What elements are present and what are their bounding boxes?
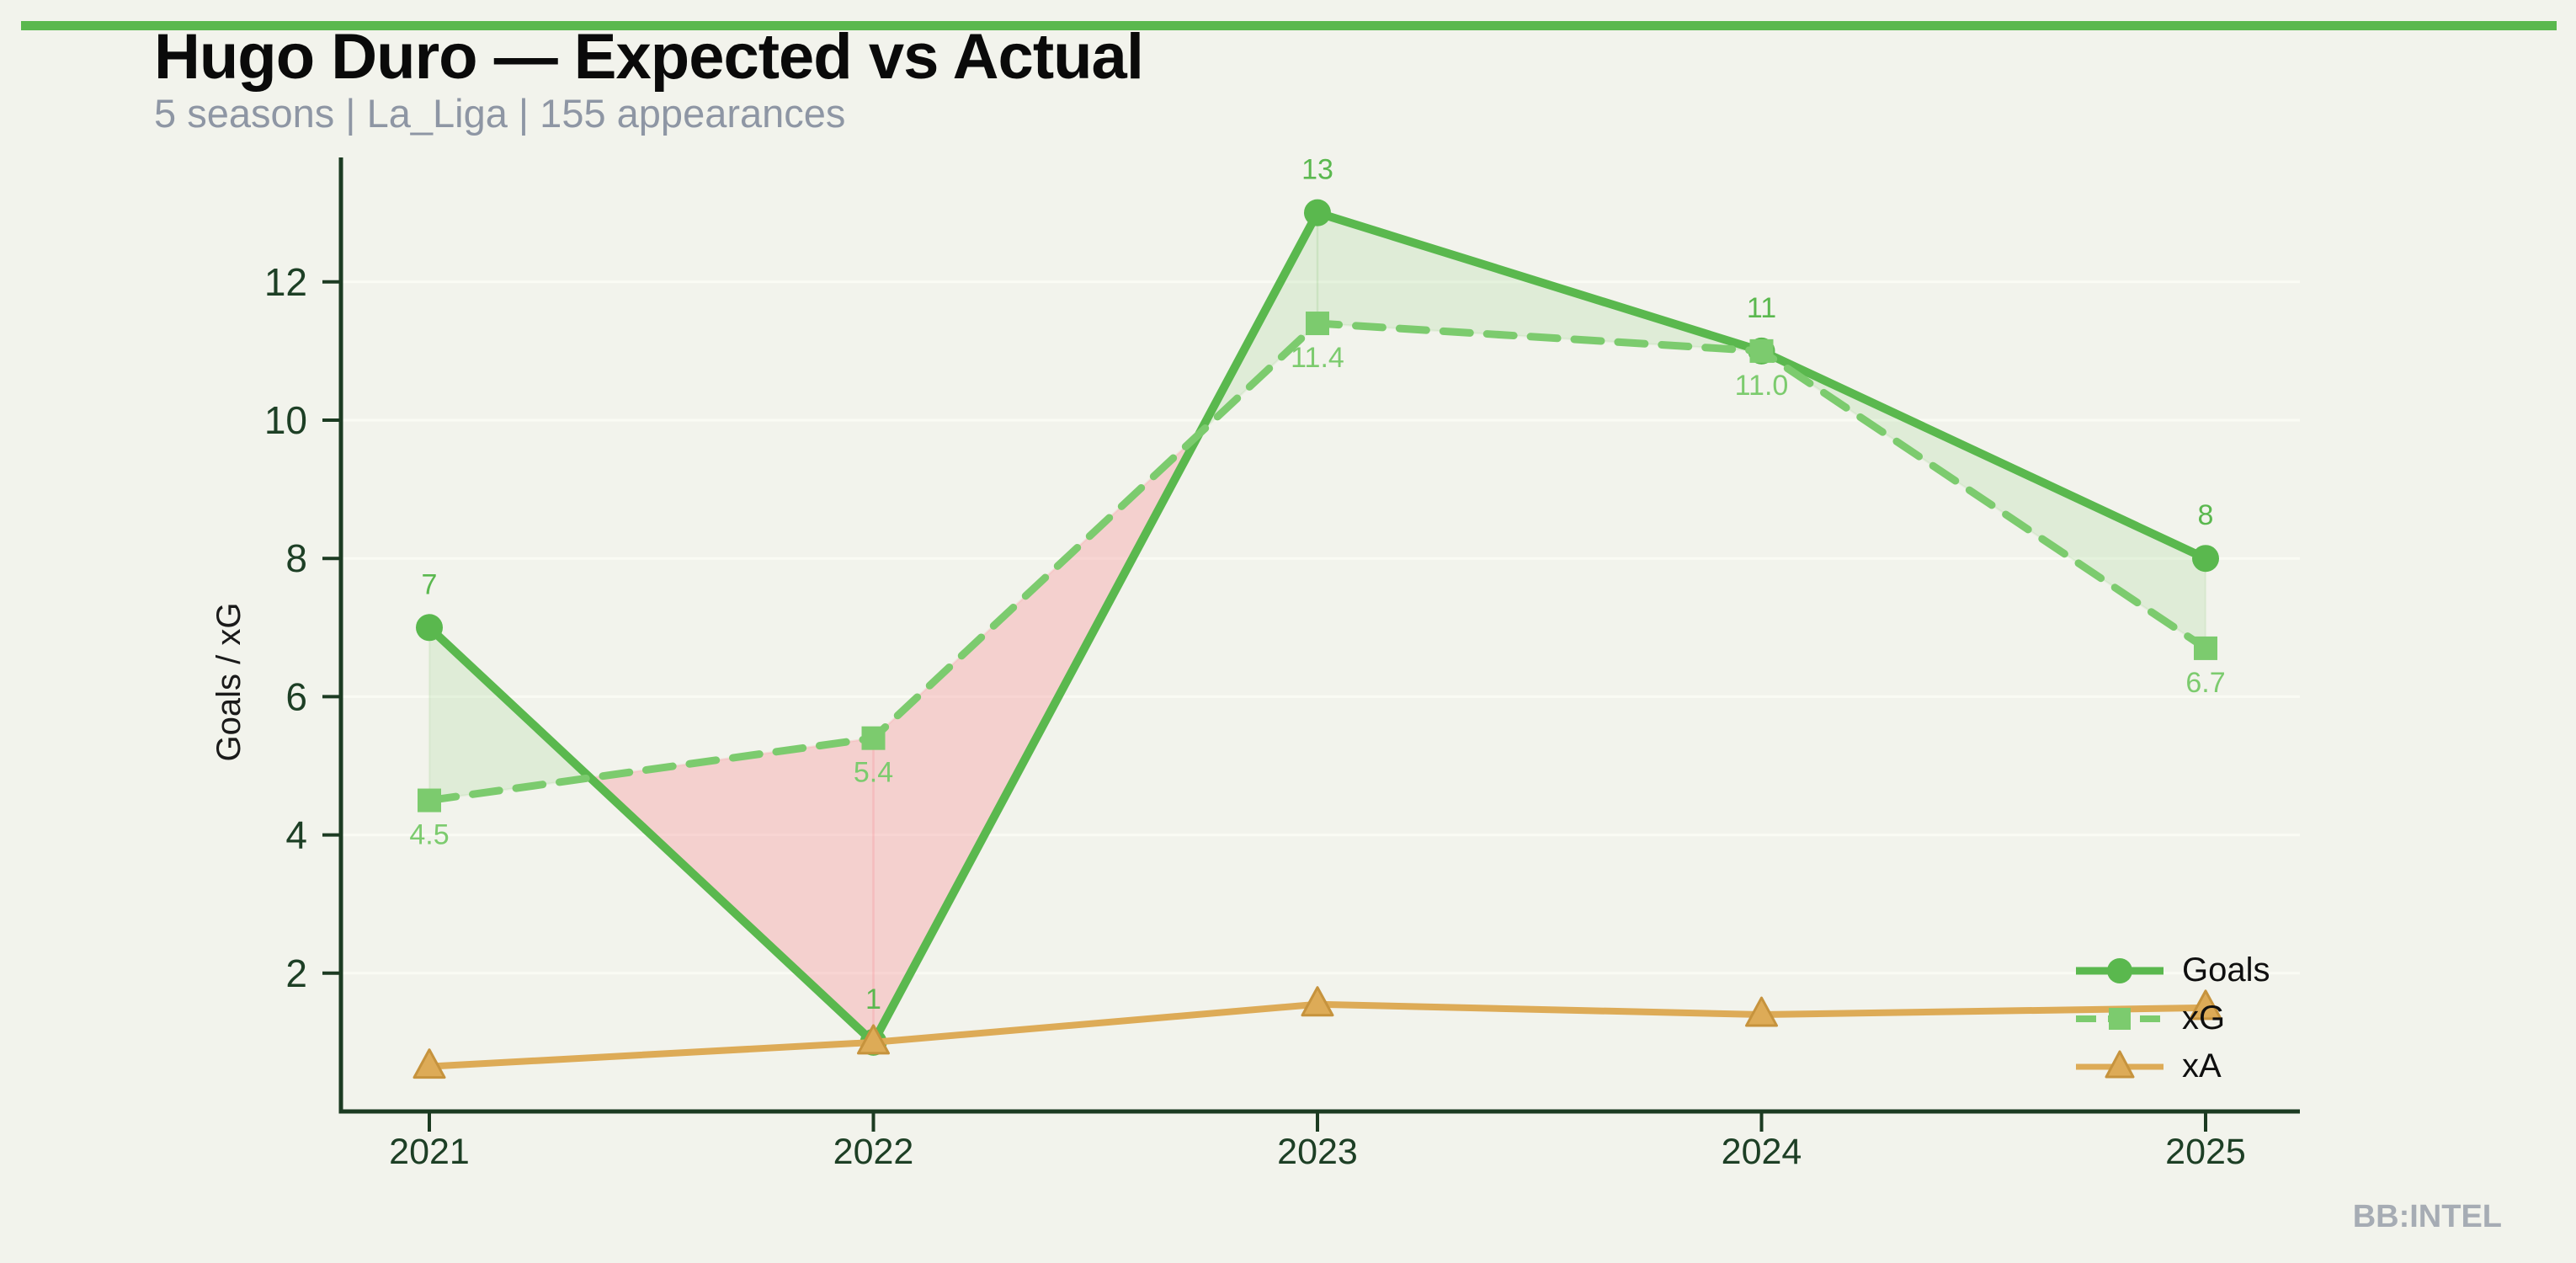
x-tick-label: 2023 bbox=[1277, 1132, 1358, 1172]
goals-xg-fill-areas bbox=[428, 210, 2207, 1045]
goals-value-label: 13 bbox=[1301, 154, 1333, 186]
y-tick-label: 2 bbox=[285, 951, 307, 995]
xg-value-label: 11.0 bbox=[1735, 370, 1789, 402]
xa-marker bbox=[1745, 996, 1778, 1027]
xg-marker bbox=[861, 726, 886, 750]
legend-sample-marker bbox=[2105, 1050, 2135, 1078]
xg-series bbox=[418, 312, 2217, 813]
goals-marker bbox=[2192, 545, 2219, 573]
page-subtitle: 5 seasons | La_Liga | 155 appearances bbox=[154, 91, 846, 136]
xa-marker bbox=[412, 1048, 446, 1079]
xa-marker bbox=[2189, 989, 2222, 1021]
x-tick-label: 2024 bbox=[1722, 1132, 1802, 1172]
goals-marker bbox=[416, 614, 443, 642]
xa-legend-marker-icon bbox=[2076, 1050, 2164, 1078]
underperformance-area bbox=[588, 737, 875, 1045]
xa-marker bbox=[1301, 986, 1334, 1017]
goals-value-label: 1 bbox=[865, 983, 881, 1015]
xg-marker bbox=[2194, 636, 2217, 660]
page-title: Hugo Duro — Expected vs Actual bbox=[154, 21, 1144, 93]
x-tick-label: 2025 bbox=[2165, 1132, 2246, 1172]
goals-line bbox=[425, 208, 2210, 1047]
legend-item-goals: Goals bbox=[2073, 946, 2270, 994]
y-tick-label: 12 bbox=[264, 260, 307, 304]
goals-legend-marker-icon bbox=[2076, 957, 2164, 983]
chart-header: Hugo Duro — Expected vs Actual 5 seasons… bbox=[154, 21, 1144, 136]
goals-value-label: 7 bbox=[422, 568, 438, 600]
legend-label-goals: Goals bbox=[2182, 951, 2270, 989]
xa-marker bbox=[857, 1024, 890, 1055]
gridlines bbox=[341, 280, 2300, 975]
goals-value-label: 11 bbox=[1747, 292, 1776, 324]
legend-item-xg: xG bbox=[2073, 994, 2270, 1042]
xg-marker bbox=[418, 788, 441, 813]
watermark: BB:INTEL bbox=[2352, 1199, 2502, 1234]
y-tick-label: 8 bbox=[285, 536, 307, 580]
xg-marker bbox=[1306, 312, 1329, 336]
legend-sample-marker bbox=[2109, 1007, 2131, 1030]
y-tick-label: 6 bbox=[285, 674, 307, 718]
legend-item-xa: xA bbox=[2073, 1042, 2270, 1090]
xg-value-label: 11.4 bbox=[1291, 342, 1344, 374]
goals-value-label: 8 bbox=[2198, 499, 2214, 531]
xg-line bbox=[425, 319, 2210, 805]
xg-value-label: 6.7 bbox=[2185, 667, 2225, 699]
xg-marker bbox=[1749, 338, 1774, 363]
legend-label-xa: xA bbox=[2182, 1047, 2222, 1084]
chart-legend: Goals xG xA bbox=[2073, 946, 2270, 1090]
xg-value-label: 4.5 bbox=[409, 819, 449, 851]
legend-label-xg: xG bbox=[2182, 999, 2226, 1037]
xa-series bbox=[412, 986, 2222, 1079]
goals-marker bbox=[1304, 199, 1331, 226]
axes: 2 4 6 8 10 12 2021 2022 2023 2024 2025 Goals / xG bbox=[210, 157, 2300, 1172]
y-tick-label: 10 bbox=[264, 398, 307, 442]
xg-legend-marker-icon bbox=[2076, 1007, 2164, 1030]
accent-bar bbox=[21, 21, 2557, 30]
xg-value-label: 5.4 bbox=[854, 757, 893, 789]
y-axis-title: Goals / xG bbox=[210, 603, 247, 762]
value-labels: 7 1 13 11 8 4.5 5.4 11.4 11.0 6.7 bbox=[409, 154, 2225, 1015]
x-tick-label: 2021 bbox=[389, 1132, 470, 1172]
legend-sample-marker bbox=[2107, 957, 2132, 983]
x-tick-label: 2022 bbox=[833, 1132, 914, 1172]
y-tick-label: 4 bbox=[285, 813, 307, 857]
